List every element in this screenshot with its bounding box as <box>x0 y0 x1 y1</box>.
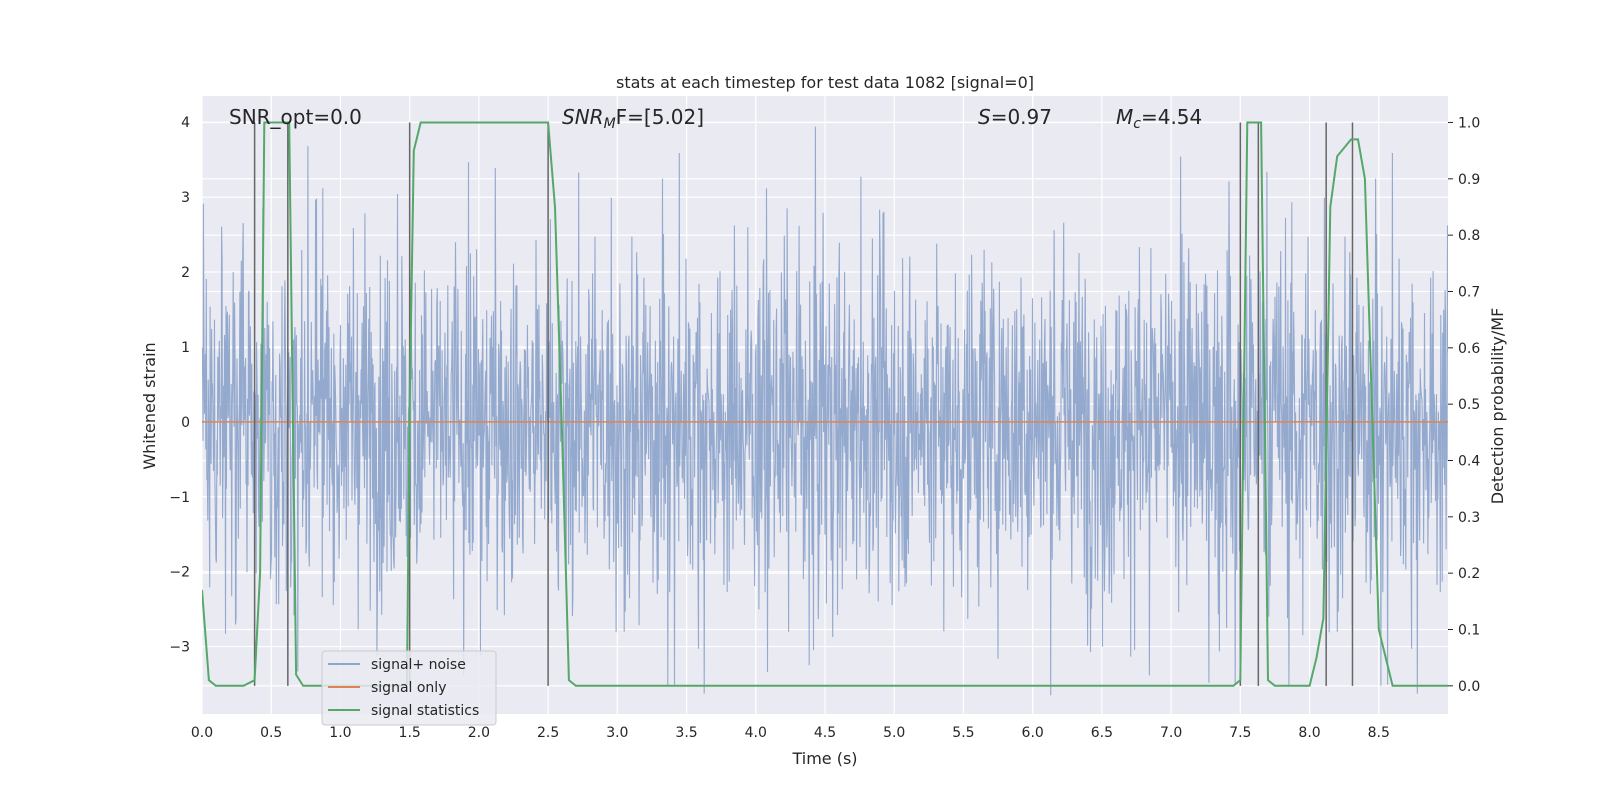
y-right-tick-label: 0.2 <box>1458 566 1480 582</box>
x-tick-label: 2.5 <box>537 725 559 741</box>
annotation-mc: Mc=4.54 <box>1116 105 1202 132</box>
x-axis-ticks: 0.0 0.5 1.0 1.5 2.0 2.5 3.0 3.5 4.0 4.5 5.0 5.5 6.0 6… <box>191 725 1390 741</box>
x-tick-label: 4.0 <box>745 725 767 741</box>
x-tick-label: 5.5 <box>952 725 974 741</box>
stats-line <box>202 121 1448 687</box>
x-tick-label: 7.0 <box>1160 725 1182 741</box>
y-left-tick-label: −3 <box>169 640 190 656</box>
legend-label-signal: signal only <box>371 680 446 696</box>
legend-label-stats: signal statistics <box>371 703 479 719</box>
y-left-axis-ticks: 4 3 2 1 0 −1 −2 −3 <box>169 115 190 655</box>
y-right-tick-label: 0.7 <box>1458 284 1480 300</box>
x-tick-label: 6.0 <box>1022 725 1044 741</box>
x-tick-label: 7.5 <box>1229 725 1251 741</box>
y-right-axis-label: Detection probability/MF <box>1488 308 1507 505</box>
y-right-tick-label: 0.4 <box>1458 453 1480 469</box>
s-label: S <box>978 105 991 129</box>
x-tick-label: 5.0 <box>883 725 905 741</box>
y-left-tick-label: 3 <box>181 190 190 206</box>
legend: signal+ noise signal only signal statist… <box>321 650 497 726</box>
s-value: =0.97 <box>991 105 1052 129</box>
stats-series <box>202 121 1448 687</box>
chart-title: stats at each timestep for test data 108… <box>616 73 1034 92</box>
y-right-axis-ticks: 1.0 0.9 0.8 0.7 0.6 0.5 0.4 0.3 0.2 0.1 0.0 <box>1448 115 1480 695</box>
mc-value: =4.54 <box>1141 105 1202 129</box>
snr-mf-label: SNR <box>562 105 604 129</box>
y-left-tick-label: −1 <box>169 490 190 506</box>
x-tick-label: 3.5 <box>675 725 697 741</box>
y-left-tick-label: 4 <box>181 115 190 131</box>
x-tick-label: 0.0 <box>191 725 213 741</box>
y-right-tick-label: 0.1 <box>1458 622 1480 638</box>
x-axis-label: Time (s) <box>791 749 857 768</box>
x-tick-label: 1.0 <box>329 725 351 741</box>
y-right-tick-label: 0.0 <box>1458 679 1480 695</box>
y-left-axis-label: Whitened strain <box>140 342 159 469</box>
y-left-tick-label: 0 <box>181 415 190 431</box>
x-tick-label: 2.0 <box>468 725 490 741</box>
x-tick-label: 8.0 <box>1298 725 1320 741</box>
y-right-tick-label: 0.6 <box>1458 341 1480 357</box>
y-right-tick-label: 0.3 <box>1458 510 1480 526</box>
mc-sub: c <box>1133 116 1141 132</box>
legend-box <box>321 650 497 726</box>
y-right-tick-label: 0.9 <box>1458 172 1480 188</box>
y-right-tick-label: 0.8 <box>1458 228 1480 244</box>
x-tick-label: 4.5 <box>814 725 836 741</box>
x-tick-label: 1.5 <box>399 725 421 741</box>
annotation-s: S=0.97 <box>978 105 1052 129</box>
y-right-tick-label: 1.0 <box>1458 115 1480 131</box>
y-right-tick-label: 0.5 <box>1458 397 1480 413</box>
x-tick-label: 3.0 <box>606 725 628 741</box>
annotation-snr-opt: SNR_opt=0.0 <box>229 105 362 129</box>
annotation-snr-mf: SNRMF=[5.02] <box>562 105 704 132</box>
y-left-tick-label: 1 <box>181 340 190 356</box>
mc-label: M <box>1116 105 1133 129</box>
y-left-tick-label: −2 <box>169 565 190 581</box>
y-left-tick-label: 2 <box>181 265 190 281</box>
x-tick-label: 0.5 <box>260 725 282 741</box>
snr-mf-rest: F=[5.02] <box>616 105 704 129</box>
snr-mf-sub: M <box>604 116 616 132</box>
x-tick-label: 6.5 <box>1091 725 1113 741</box>
legend-label-noise: signal+ noise <box>371 657 466 673</box>
x-tick-label: 8.5 <box>1368 725 1390 741</box>
